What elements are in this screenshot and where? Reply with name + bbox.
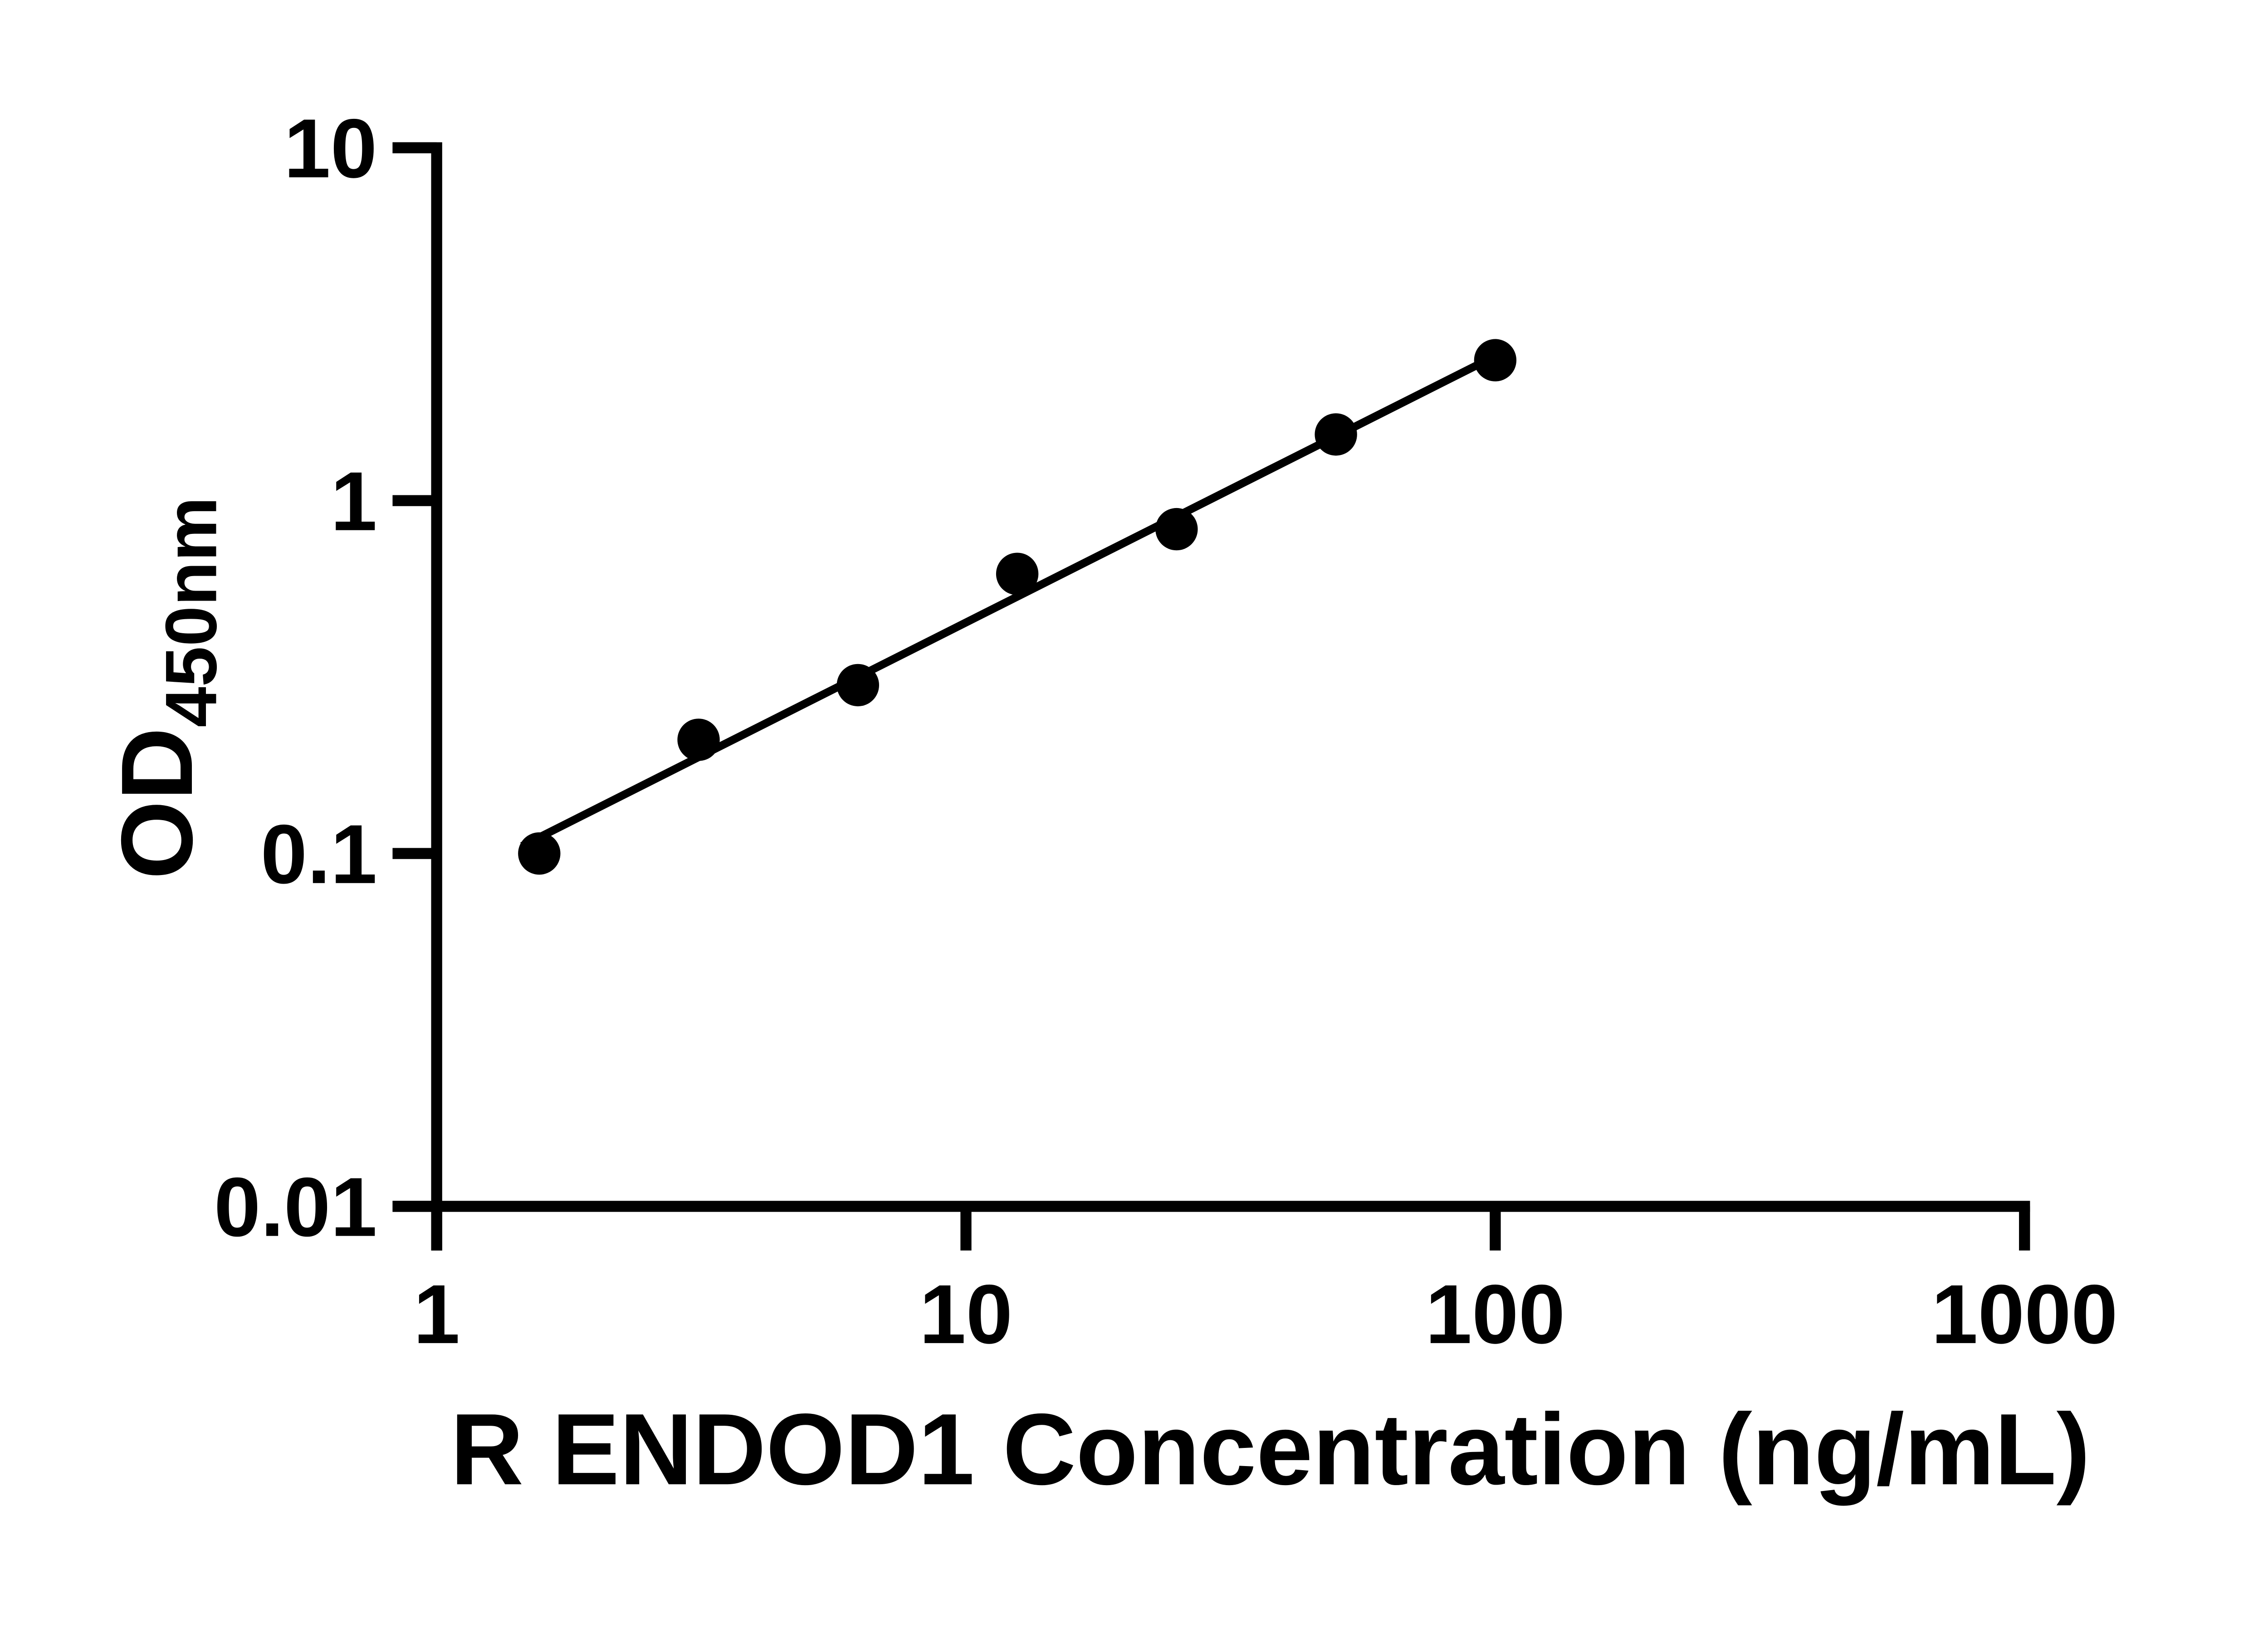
standard-curve-figure: 10 1 0.1 0.01 1 10 100 1000 R ENDOD1 Concentrat… <box>0 0 2268 1588</box>
x-tick-label: 1000 <box>1931 1268 2118 1361</box>
x-axis-title: R ENDOD1 Concentration (ng/mL) <box>450 1393 2090 1506</box>
data-point <box>996 552 1039 595</box>
y-tick-label: 0.01 <box>214 1161 377 1254</box>
y-tick-label: 1 <box>331 455 377 548</box>
x-tick-label: 10 <box>919 1268 1013 1361</box>
data-point <box>1315 413 1357 456</box>
data-point <box>518 832 561 875</box>
data-point <box>677 719 720 761</box>
data-points <box>518 339 1517 875</box>
y-axis-title-subscript: 450nm <box>150 497 231 727</box>
chart-canvas: 10 1 0.1 0.01 1 10 100 1000 R ENDOD1 Concentrat… <box>0 0 2268 1588</box>
x-tick-label: 1 <box>413 1268 460 1361</box>
y-axis-title: OD450nm <box>101 497 231 880</box>
y-tick-label: 0.1 <box>261 808 377 901</box>
data-point <box>1155 508 1198 551</box>
tick-marks <box>392 142 2030 1251</box>
y-tick-label: 10 <box>284 102 377 196</box>
y-axis-title-main: OD <box>101 727 214 879</box>
tick-labels: 10 1 0.1 0.01 1 10 100 1000 <box>214 102 2118 1361</box>
x-tick-label: 100 <box>1425 1268 1565 1361</box>
figure-background <box>0 0 2268 1588</box>
data-point <box>1474 339 1517 381</box>
data-point <box>836 664 880 707</box>
